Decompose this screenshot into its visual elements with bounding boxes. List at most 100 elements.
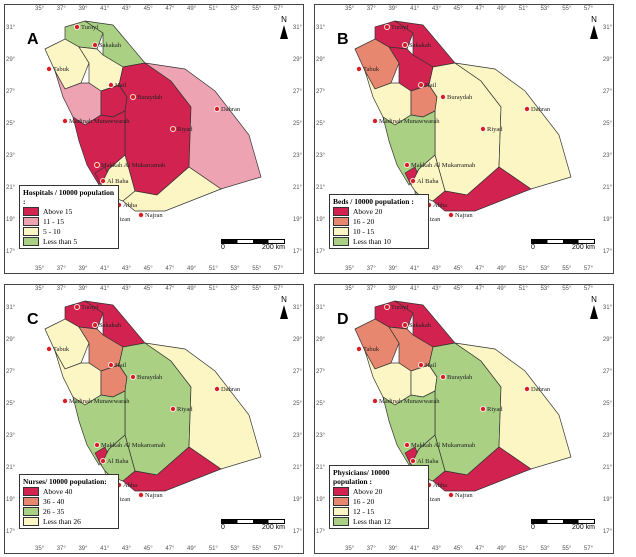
city-marker-turayf — [384, 23, 391, 30]
city-marker-tabuk — [46, 346, 53, 353]
city-marker-najran — [447, 211, 454, 218]
scale-zero: 0 — [221, 524, 225, 531]
lat-tick: 31° — [292, 305, 302, 311]
legend-item: 16 - 20 — [333, 497, 425, 506]
north-label: N — [591, 295, 597, 304]
lat-tick: 25° — [316, 121, 326, 127]
city-label-sakakah: Sakakah — [99, 42, 122, 49]
map-legend: Hospitals / 10000 population : Above 15 1… — [19, 185, 119, 249]
city-label-madinah-munawwarah: Madinah Munawwarah — [69, 398, 130, 405]
longitude-ticks-bottom: 35° 37° 39° 41° 43° 45° 47° 49° 51° 53° 55° 57° — [345, 266, 593, 272]
lat-tick: 31° — [316, 305, 326, 311]
lat-tick: 17° — [316, 529, 326, 535]
lon-tick: 39° — [78, 266, 88, 272]
city-marker-sakakah — [402, 42, 409, 49]
city-label-al-baha: Al Baha — [417, 178, 439, 185]
city-marker-al-baha — [100, 457, 107, 464]
latitude-ticks-right: 31° 29° 27° 25° 23° 21° 19° 17° — [603, 25, 612, 255]
lat-tick: 25° — [316, 401, 326, 407]
city-marker-turayf — [74, 23, 81, 30]
lon-tick: 55° — [252, 266, 262, 272]
latitude-ticks-left: 31° 29° 27° 25° 23° 21° 19° 17° — [6, 305, 15, 535]
city-label-riyad: Riyad — [177, 126, 193, 133]
lat-tick: 27° — [316, 89, 326, 95]
legend-item: Less than 12 — [333, 517, 425, 526]
city-marker-hail — [108, 362, 115, 369]
panel-label: A — [27, 31, 39, 48]
scale-distance: 200 km — [262, 524, 285, 531]
city-marker-tabuk — [46, 66, 53, 73]
city-label-jizan: Jizan — [117, 216, 131, 223]
city-label-madinah-munawwarah: Madinah Munawwarah — [379, 118, 440, 125]
lon-tick: 51° — [208, 266, 218, 272]
legend-label: Above 20 — [353, 487, 383, 496]
city-marker-hail — [418, 362, 425, 369]
city-label-makkah-al-mukarramah: Makkah Al Mukarramah — [411, 442, 476, 449]
city-label-turayf: Turayf — [81, 304, 99, 311]
lon-tick: 55° — [562, 286, 572, 292]
legend-swatch — [333, 217, 349, 226]
lat-tick: 31° — [602, 25, 612, 31]
lon-tick: 41° — [100, 546, 110, 552]
legend-title: Beds / 10000 population : — [333, 197, 414, 206]
scale-distance: 200 km — [572, 524, 595, 531]
city-label-najran: Najran — [145, 492, 163, 499]
latitude-ticks-left: 31° 29° 27° 25° 23° 21° 19° 17° — [316, 25, 325, 255]
lon-tick: 43° — [431, 286, 441, 292]
lat-tick: 19° — [602, 217, 612, 223]
north-arrow-icon: N — [277, 15, 291, 39]
legend-swatch — [333, 507, 349, 516]
lon-tick: 49° — [497, 266, 507, 272]
city-label-buraydah: Buraydah — [447, 94, 473, 101]
lon-tick: 51° — [518, 546, 528, 552]
lon-tick: 55° — [562, 266, 572, 272]
legend-label: Less than 5 — [43, 237, 78, 246]
lat-tick: 17° — [602, 249, 612, 255]
lat-tick: 23° — [292, 433, 302, 439]
lat-tick: 17° — [292, 529, 302, 535]
city-marker-hail — [108, 82, 115, 89]
city-marker-makkah-al-mukarramah — [94, 441, 101, 448]
lat-tick: 27° — [602, 369, 612, 375]
city-label-buraydah: Buraydah — [447, 374, 473, 381]
map-legend: Nurses/ 10000 population: Above 40 36 - 4… — [19, 474, 119, 529]
legend-title: Nurses/ 10000 population: — [23, 477, 107, 486]
scale-zero: 0 — [531, 244, 535, 251]
lon-tick: 45° — [143, 546, 153, 552]
region-east — [454, 342, 572, 470]
legend-item: 26 - 35 — [23, 507, 115, 516]
city-label-najran: Najran — [455, 212, 473, 219]
saudi-regions-map: Turayf Sakakah Tabuk Hail Buraydah Madinah Mu… — [44, 20, 262, 223]
lon-tick: 57° — [273, 546, 283, 552]
city-label-madinah-munawwarah: Madinah Munawwarah — [379, 398, 440, 405]
lon-tick: 49° — [497, 286, 507, 292]
city-marker-makkah-al-mukarramah — [94, 161, 101, 168]
lat-tick: 23° — [6, 153, 16, 159]
lat-tick: 25° — [6, 401, 16, 407]
legend-label: Less than 26 — [43, 517, 81, 526]
city-label-abha: Abha — [123, 202, 137, 209]
lat-tick: 27° — [292, 369, 302, 375]
legend-swatch — [333, 517, 349, 526]
lat-tick: 25° — [6, 121, 16, 127]
lat-tick: 27° — [602, 89, 612, 95]
lon-tick: 43° — [121, 546, 131, 552]
region-east — [144, 342, 262, 470]
city-marker-sakakah — [92, 42, 99, 49]
lat-tick: 25° — [292, 121, 302, 127]
lon-tick: 43° — [121, 6, 131, 12]
city-marker-riyad — [169, 406, 176, 413]
city-label-tabuk: Tabuk — [363, 66, 380, 73]
latitude-ticks-left: 31° 29° 27° 25° 23° 21° 19° 17° — [6, 25, 15, 255]
city-label-makkah-al-mukarramah: Makkah Al Mukarramah — [411, 162, 476, 169]
lat-tick: 23° — [292, 153, 302, 159]
lon-tick: 39° — [78, 286, 88, 292]
lat-tick: 29° — [602, 57, 612, 63]
legend-swatch — [333, 497, 349, 506]
city-marker-tabuk — [356, 346, 363, 353]
city-label-jizan: Jizan — [117, 496, 131, 503]
city-label-buraydah: Buraydah — [137, 374, 163, 381]
longitude-ticks-top: 35° 37° 39° 41° 43° 45° 47° 49° 51° 53° 55° 57° — [35, 6, 283, 12]
north-arrow-icon: N — [587, 295, 601, 319]
lat-tick: 21° — [6, 465, 16, 471]
